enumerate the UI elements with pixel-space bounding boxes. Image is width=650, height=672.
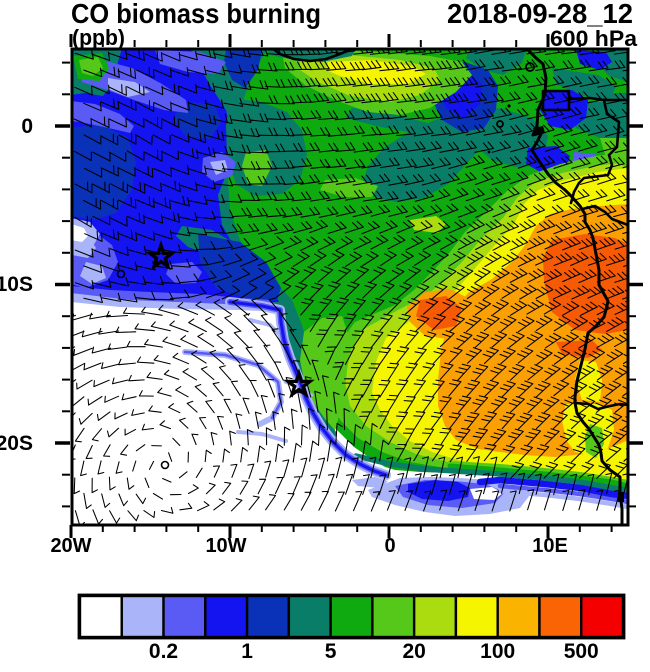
svg-text:1: 1 bbox=[241, 640, 253, 663]
svg-text:100: 100 bbox=[480, 640, 515, 663]
svg-text:10W: 10W bbox=[205, 535, 246, 557]
svg-text:0: 0 bbox=[384, 535, 395, 557]
svg-text:0: 0 bbox=[21, 115, 33, 138]
svg-text:5: 5 bbox=[325, 640, 337, 663]
svg-text:20S: 20S bbox=[0, 432, 33, 455]
svg-text:10E: 10E bbox=[532, 535, 568, 557]
svg-text:20: 20 bbox=[402, 640, 425, 663]
svg-text:(ppb): (ppb) bbox=[72, 25, 125, 50]
svg-text:20W: 20W bbox=[50, 535, 91, 557]
svg-text:2018-09-28_12: 2018-09-28_12 bbox=[447, 0, 633, 29]
svg-text:10S: 10S bbox=[0, 273, 33, 296]
svg-text:CO biomass burning: CO biomass burning bbox=[71, 0, 321, 29]
svg-text:0.2: 0.2 bbox=[149, 640, 178, 663]
svg-text:500: 500 bbox=[564, 640, 599, 663]
svg-text:600 hPa: 600 hPa bbox=[550, 26, 638, 51]
